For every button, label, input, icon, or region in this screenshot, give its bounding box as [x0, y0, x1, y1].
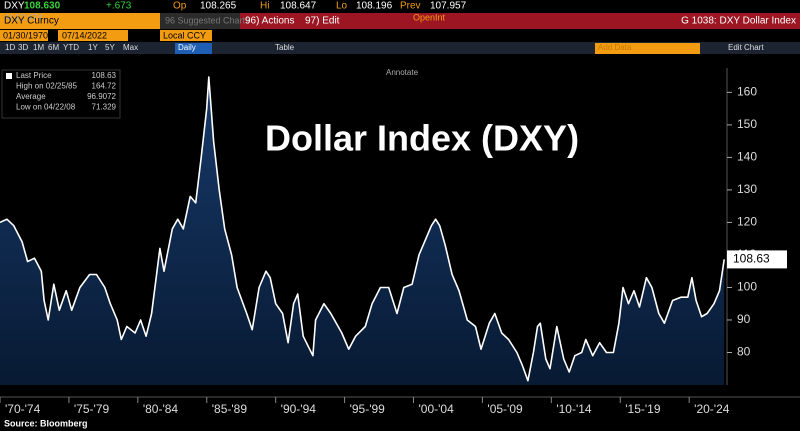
end-date[interactable]: 07/14/2022: [62, 30, 107, 40]
time: At 12:47d: [4, 12, 43, 22]
x-tick-label: '10-'14: [556, 402, 592, 416]
start-date[interactable]: 01/30/1970: [3, 30, 48, 40]
legend-value: 96.9072: [87, 92, 116, 101]
menu-bar: [240, 13, 800, 29]
prev-label: Prev: [400, 1, 421, 12]
x-tick-label: '85-'89: [212, 402, 248, 416]
prev: 107.957: [430, 1, 467, 12]
chart-title: Dollar Index (DXY): [265, 118, 579, 159]
price-line: [0, 76, 725, 382]
low: 108.196: [356, 1, 393, 12]
chart-id: G 1038: DXY Dollar Index: [681, 16, 796, 27]
vol-label: Vol: [70, 12, 83, 22]
add-data-box[interactable]: [595, 43, 700, 54]
y-tick-label: 150: [737, 117, 757, 131]
legend-box: [1, 69, 121, 119]
x-tick-label: '75-'79: [74, 402, 110, 416]
frequency-box[interactable]: [175, 43, 212, 54]
open-label: Op: [173, 1, 187, 12]
legend-label: Low on 04/22/08: [16, 103, 76, 112]
suggested-charts[interactable]: 96 Suggested Charts: [165, 15, 250, 25]
edit-menu[interactable]: 97) Edit: [305, 16, 340, 27]
y-tick-label: 140: [737, 150, 757, 164]
low-label: Lo: [336, 1, 348, 12]
high: 108.647: [280, 1, 317, 12]
currency[interactable]: Local CCY: [163, 30, 206, 40]
period-button[interactable]: 5Y: [105, 43, 115, 52]
last-price-label: 108.63: [733, 252, 770, 266]
frequency[interactable]: Daily: [178, 43, 196, 52]
actions-menu[interactable]: 96) Actions: [245, 16, 294, 27]
ticker: DXY: [4, 1, 25, 12]
legend-label: High on 02/25/85: [16, 82, 77, 91]
last-price-badge: [727, 250, 787, 269]
period-button[interactable]: 6M: [48, 43, 59, 52]
x-tick-label: '95-'99: [350, 402, 386, 416]
x-tick-label: '20-'24: [694, 402, 730, 416]
period-button[interactable]: 3D: [18, 43, 28, 52]
y-tick-label: 130: [737, 182, 757, 196]
legend-value: 164.72: [92, 82, 117, 91]
y-tick-label: 100: [737, 280, 757, 294]
legend-swatch: [6, 73, 12, 79]
legend-label: Last Price: [16, 71, 52, 80]
price: 108.630: [24, 1, 61, 12]
y-tick-label: 120: [737, 215, 757, 229]
x-tick-label: '00-'04: [418, 402, 454, 416]
x-tick-label: '70-'74: [5, 402, 41, 416]
x-tick-label: '80-'84: [143, 402, 179, 416]
legend-value: 71.329: [92, 103, 117, 112]
currency-box[interactable]: [160, 30, 212, 41]
high-label: Hi: [260, 1, 269, 12]
annotate[interactable]: Annotate: [386, 68, 419, 77]
legend-value: 108.63: [92, 71, 117, 80]
period-button[interactable]: 1M: [33, 43, 44, 52]
period-button[interactable]: 1Y: [88, 43, 98, 52]
open: 108.265: [200, 1, 237, 12]
area: [0, 77, 725, 385]
x-tick-label: '15-'19: [625, 402, 661, 416]
security[interactable]: DXY Curncy: [4, 16, 59, 27]
start-date-box[interactable]: [0, 30, 48, 41]
end-date-box[interactable]: [58, 30, 128, 41]
y-tick-label: 90: [737, 312, 751, 326]
edit-chart[interactable]: Edit Chart: [728, 43, 764, 52]
x-tick-label: '90-'94: [281, 402, 317, 416]
y-tick-label: 160: [737, 85, 757, 99]
openint-label: OpenInt: [413, 12, 446, 22]
period-button[interactable]: Max: [123, 43, 138, 52]
security-box[interactable]: [0, 13, 160, 29]
x-tick-label: '05-'09: [487, 402, 523, 416]
period-button[interactable]: YTD: [63, 43, 79, 52]
source: Source: Bloomberg: [4, 418, 88, 428]
add-data[interactable]: Add Data: [598, 43, 632, 52]
y-tick-label: 80: [737, 345, 751, 359]
change: +.673: [106, 1, 132, 12]
legend-label: Average: [16, 92, 46, 101]
period-button[interactable]: 1D: [5, 43, 15, 52]
table-button[interactable]: Table: [275, 43, 295, 52]
